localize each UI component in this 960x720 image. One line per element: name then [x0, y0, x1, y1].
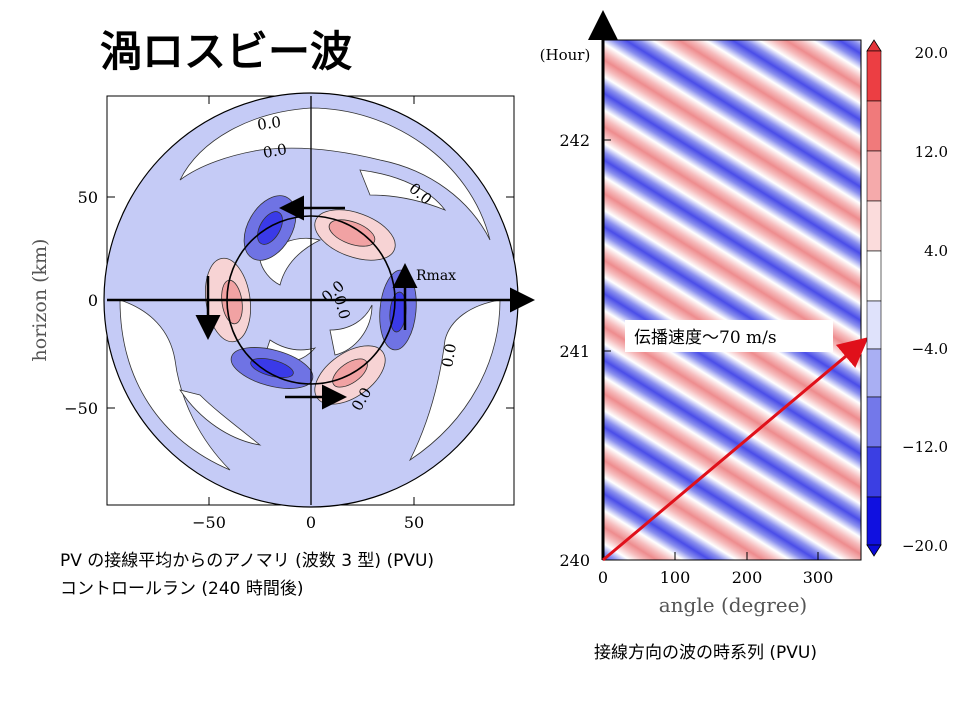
time-tick-label: 240: [559, 551, 590, 570]
colorbar-bin: [866, 348, 882, 398]
tick-marks: [107, 96, 514, 505]
angle-tick-label: 200: [732, 568, 763, 587]
time-unit-label: (Hour): [540, 46, 591, 64]
zero-region-ne-arm: [359, 169, 447, 211]
hovmoller-field: [603, 40, 861, 560]
colorbar-min-arrow: [866, 544, 882, 557]
colorbar-bin: [866, 496, 882, 546]
rmax-label: Rmax: [416, 268, 456, 284]
left-caption-line2: コントロールラン (240 時間後): [60, 579, 304, 599]
colorbar-bin: [866, 200, 882, 252]
angle-tick-label: 100: [660, 568, 691, 587]
x-tick-label: −50: [192, 513, 226, 532]
colorbar-bin: [866, 150, 882, 202]
colorbar-label: 12.0: [915, 143, 948, 161]
contour-label: 0.0: [256, 113, 282, 134]
propagation-speed-label: 伝播速度～70 m/s: [634, 328, 777, 348]
angle-tick-label: 0: [598, 568, 608, 587]
left-caption-line1: PV の接線平均からのアノマリ (波数 3 型) (PVU): [60, 551, 435, 571]
negative-lobe-sw-inner: [250, 358, 294, 378]
rmax-circle: [226, 215, 396, 385]
propagation-label-box: [625, 320, 833, 352]
positive-lobe-ne-inner: [328, 219, 376, 247]
colorbar-label: −12.0: [902, 438, 948, 456]
contour-label: 0.0: [262, 140, 289, 162]
hovmoller-ticks: [603, 139, 819, 560]
colorbar-bin: [866, 446, 882, 498]
colorbar-label: −20.0: [902, 537, 948, 555]
colorbar-max-arrow: [866, 39, 882, 52]
y-axis-label: horizon (km): [29, 239, 51, 362]
colorbar-bin: [866, 396, 882, 448]
colorbar-label: 4.0: [924, 242, 948, 260]
y-tick-label: 0: [88, 291, 98, 310]
colorbar-bin: [866, 250, 882, 302]
colorbar-label: −4.0: [912, 340, 948, 358]
time-tick-label: 241: [559, 342, 590, 361]
colorbar-bin: [866, 100, 882, 152]
page-title: 渦ロスビー波: [100, 27, 353, 76]
contour-label: 0.0: [438, 342, 460, 369]
zero-region-west: [119, 299, 231, 471]
colorbar-bin: [866, 300, 882, 350]
colorbar: 20.0 12.0 4.0 −4.0 −12.0 −20.0: [866, 39, 948, 557]
zero-region-east: [408, 299, 501, 462]
zero-region-inner-2: [329, 304, 373, 356]
x-axis-label: angle (degree): [659, 593, 807, 617]
propagation-arrow: [602, 337, 869, 562]
zero-region-north: [179, 107, 491, 241]
y-tick-label: 50: [78, 188, 98, 207]
y-tick-label: −50: [64, 399, 98, 418]
colorbar-label: 20.0: [915, 44, 948, 62]
hovmoller-chart: (Hour) 240 241 242 0 100 200 300 angle (…: [540, 10, 869, 617]
colorbar-bin: [866, 50, 882, 102]
positive-lobe-se-inner: [332, 358, 368, 388]
zero-region-sw-arm: [179, 389, 262, 446]
time-tick-label: 242: [559, 131, 590, 150]
angle-tick-label: 300: [803, 568, 834, 587]
x-tick-label: 0: [306, 513, 316, 532]
right-caption: 接線方向の波の時系列 (PVU): [594, 643, 817, 663]
contour-label: 0.0: [330, 293, 354, 321]
x-tick-label: 50: [404, 513, 424, 532]
